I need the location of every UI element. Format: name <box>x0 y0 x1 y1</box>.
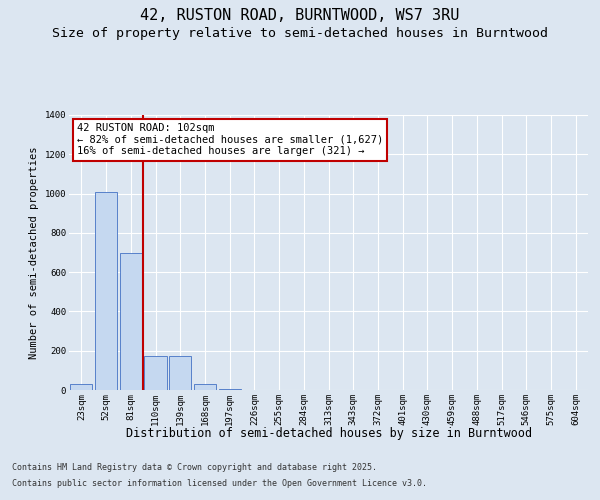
Text: Size of property relative to semi-detached houses in Burntwood: Size of property relative to semi-detach… <box>52 28 548 40</box>
Text: Contains HM Land Registry data © Crown copyright and database right 2025.: Contains HM Land Registry data © Crown c… <box>12 462 377 471</box>
Text: 42 RUSTON ROAD: 102sqm
← 82% of semi-detached houses are smaller (1,627)
16% of : 42 RUSTON ROAD: 102sqm ← 82% of semi-det… <box>77 123 383 156</box>
Bar <box>95 192 117 390</box>
Text: Distribution of semi-detached houses by size in Burntwood: Distribution of semi-detached houses by … <box>126 428 532 440</box>
Bar <box>218 389 241 390</box>
Text: 42, RUSTON ROAD, BURNTWOOD, WS7 3RU: 42, RUSTON ROAD, BURNTWOOD, WS7 3RU <box>140 8 460 22</box>
Bar <box>194 384 216 390</box>
Text: Contains public sector information licensed under the Open Government Licence v3: Contains public sector information licen… <box>12 479 427 488</box>
Bar <box>119 252 142 390</box>
Bar <box>70 384 92 390</box>
Y-axis label: Number of semi-detached properties: Number of semi-detached properties <box>29 146 39 359</box>
Bar <box>145 356 167 390</box>
Bar <box>169 356 191 390</box>
